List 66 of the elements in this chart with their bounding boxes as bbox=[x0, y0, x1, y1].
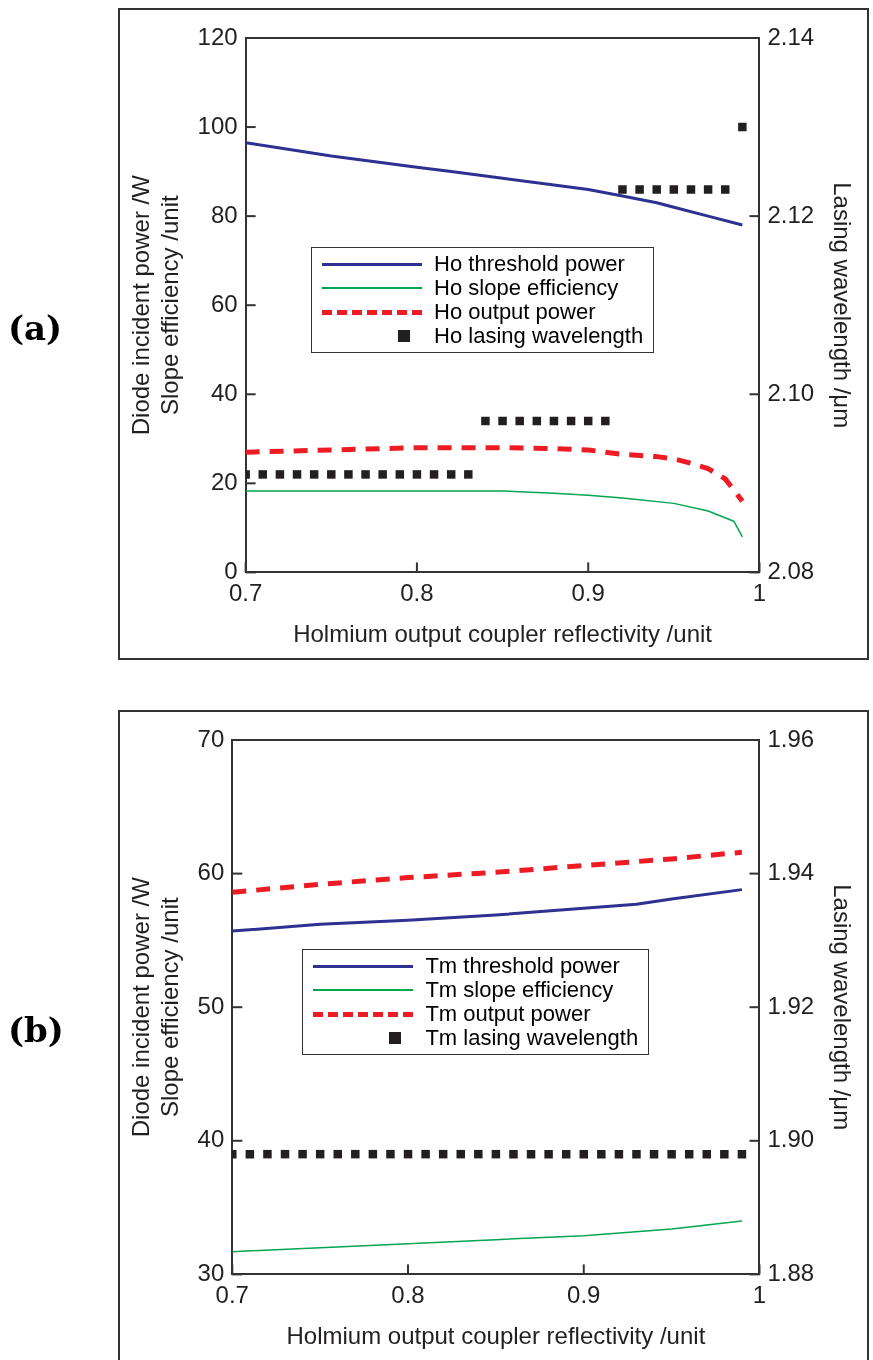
point bbox=[361, 470, 370, 479]
y2-tick-label: 1.96 bbox=[767, 724, 815, 752]
legend-label: Ho threshold power bbox=[434, 251, 625, 277]
y-tick-label: 80 bbox=[210, 200, 238, 228]
y-axis-title: Diode incident power /W Slope efficiency /unit bbox=[127, 174, 183, 436]
y-tick-label: 40 bbox=[197, 1125, 225, 1153]
point bbox=[652, 185, 661, 194]
y2-tick-label: 2.08 bbox=[767, 557, 815, 585]
y-tick-label: 70 bbox=[197, 724, 225, 752]
y-tick-label: 20 bbox=[210, 467, 238, 495]
y2-axis-title: Lasing wavelength /μm bbox=[828, 884, 856, 1131]
y2-tick-label: 1.90 bbox=[767, 1125, 815, 1153]
text: (b) bbox=[8, 1010, 64, 1050]
x-tick-label: 0.8 bbox=[400, 579, 434, 607]
y2-axis-title: Lasing wavelength /μm bbox=[828, 182, 856, 429]
y2-tick-label: 1.94 bbox=[767, 858, 815, 886]
legend-label: Ho slope efficiency bbox=[434, 275, 619, 301]
legend-label: Tm threshold power bbox=[425, 953, 620, 979]
legend-label: Tm lasing wavelength bbox=[425, 1025, 639, 1051]
point bbox=[429, 470, 439, 479]
point bbox=[703, 185, 713, 194]
x-tick-label: 1 bbox=[752, 579, 767, 607]
x-tick-label: 0.9 bbox=[571, 579, 605, 607]
y-tick-label: 100 bbox=[197, 111, 238, 139]
y-tick-label: 60 bbox=[197, 858, 225, 886]
point bbox=[344, 470, 353, 479]
point bbox=[601, 416, 610, 426]
point bbox=[618, 185, 627, 194]
point bbox=[464, 470, 473, 479]
legend-label: Ho lasing wavelength bbox=[434, 323, 644, 349]
point bbox=[515, 416, 524, 426]
legend-label: Tm slope efficiency bbox=[425, 977, 614, 1003]
point bbox=[327, 470, 336, 479]
point bbox=[498, 416, 507, 426]
point bbox=[395, 470, 405, 479]
x-axis-title: Holmium output coupler reflectivity /unit bbox=[286, 1322, 706, 1350]
point bbox=[686, 185, 696, 194]
y2-tick-label: 1.92 bbox=[767, 991, 815, 1019]
y2-tick-label: 2.10 bbox=[767, 378, 815, 406]
point bbox=[635, 185, 644, 194]
point bbox=[412, 470, 422, 479]
y-tick-label: 120 bbox=[197, 22, 238, 50]
point bbox=[378, 470, 387, 479]
point bbox=[446, 470, 456, 479]
y2-tick-label: 2.12 bbox=[767, 200, 815, 228]
x-tick-label: 0.9 bbox=[567, 1281, 601, 1309]
x-tick-label: 0.8 bbox=[391, 1281, 425, 1309]
y2-tick-label: 2.14 bbox=[767, 22, 815, 50]
point bbox=[275, 470, 285, 479]
y-tick-label: 50 bbox=[197, 991, 225, 1019]
point bbox=[309, 470, 319, 479]
point bbox=[669, 185, 679, 194]
y-tick-label: 40 bbox=[210, 378, 238, 406]
point bbox=[738, 122, 747, 132]
text: (a) bbox=[8, 308, 63, 348]
legend-label: Tm output power bbox=[425, 1001, 591, 1027]
y2-tick-label: 1.88 bbox=[767, 1259, 815, 1287]
point bbox=[292, 470, 302, 479]
point bbox=[481, 416, 490, 426]
point bbox=[720, 185, 730, 194]
y-tick-label: 60 bbox=[210, 289, 238, 317]
y-axis-title: Diode incident power /W Slope efficiency /unit bbox=[127, 876, 183, 1138]
point bbox=[258, 470, 268, 479]
x-tick-label: 1 bbox=[752, 1281, 767, 1309]
legend-label: Ho output power bbox=[434, 299, 596, 325]
x-axis-title: Holmium output coupler reflectivity /unit bbox=[293, 620, 713, 648]
